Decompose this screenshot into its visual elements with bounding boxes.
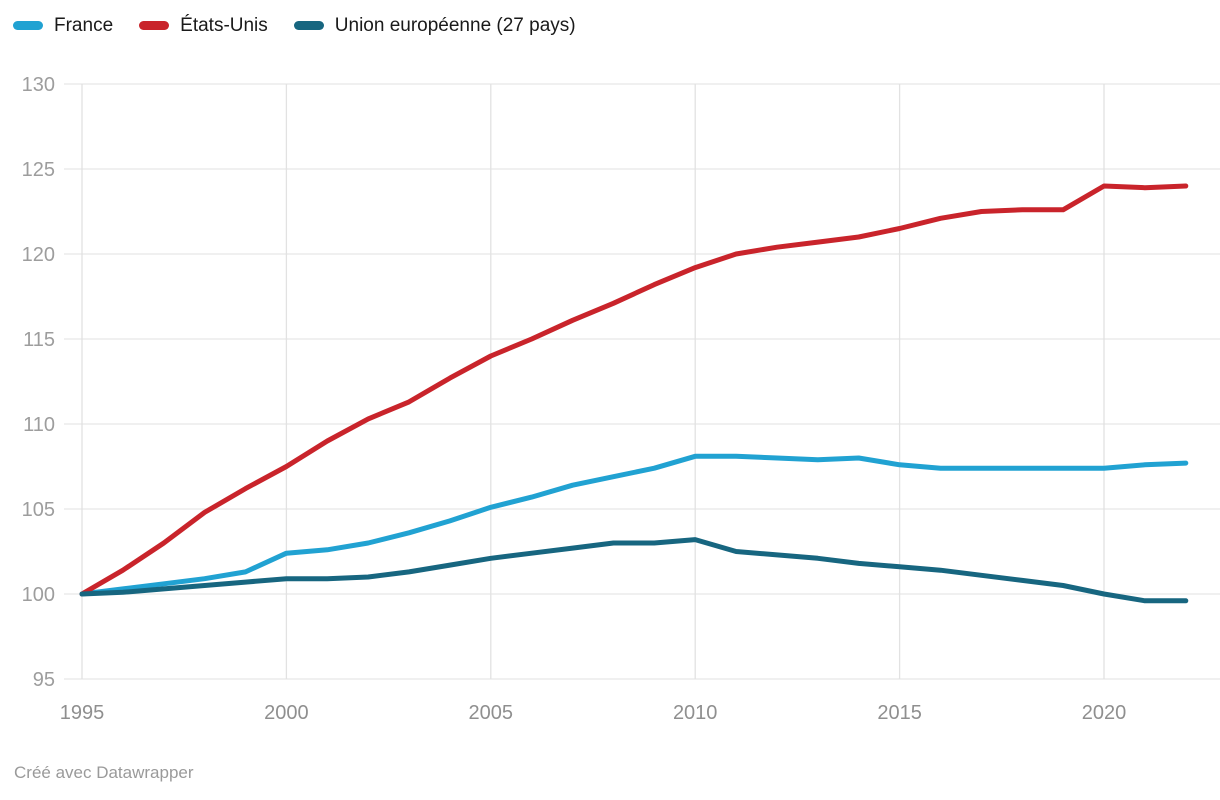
legend: France États-Unis Union européenne (27 p… xyxy=(13,16,576,35)
y-tick-label-125: 125 xyxy=(22,159,55,181)
data-line-2 xyxy=(79,537,1189,604)
data-line-1 xyxy=(79,183,1189,597)
x-tick-label-1995: 1995 xyxy=(60,702,105,724)
x-tick-label-2000: 2000 xyxy=(264,702,309,724)
legend-swatch-union-europeenne xyxy=(293,21,324,30)
legend-swatch-etats-unis xyxy=(139,21,170,30)
y-tick-label-130: 130 xyxy=(22,74,55,96)
x-tick-label-2005: 2005 xyxy=(469,702,514,724)
y-tick-label-100: 100 xyxy=(22,584,55,606)
y-tick-label-120: 120 xyxy=(22,244,55,266)
legend-swatch-france xyxy=(13,21,43,30)
legend-label-union-europeenne: Union européenne (27 pays) xyxy=(334,15,576,36)
y-tick-label-95: 95 xyxy=(33,669,55,691)
legend-label-etats-unis: États-Unis xyxy=(180,15,268,36)
line-chart: 95 100 105 110 115 120 125 130 1995 2000 2005 2010… xyxy=(22,74,1220,724)
attribution-text: Créé avec Datawrapper xyxy=(14,763,194,782)
legend-item-france: France xyxy=(13,16,113,35)
vertical-gridlines xyxy=(81,84,1105,679)
x-tick-label-2015: 2015 xyxy=(877,702,922,724)
legend-item-union-europeenne: Union européenne (27 pays) xyxy=(293,15,576,36)
x-tick-label-2020: 2020 xyxy=(1082,702,1127,724)
y-tick-label-105: 105 xyxy=(22,499,55,521)
data-lines xyxy=(79,183,1189,604)
y-tick-label-110: 110 xyxy=(23,414,55,436)
x-axis-labels: 1995 2000 2005 2010 2015 2020 xyxy=(60,702,1127,724)
legend-label-france: France xyxy=(54,15,114,36)
y-tick-label-115: 115 xyxy=(23,329,55,351)
data-line-0 xyxy=(79,453,1189,597)
horizontal-gridlines xyxy=(64,83,1220,680)
x-tick-label-2010: 2010 xyxy=(673,702,718,724)
y-axis-labels: 95 100 105 110 115 120 125 130 xyxy=(22,74,55,691)
legend-item-etats-unis: États-Unis xyxy=(139,16,268,35)
